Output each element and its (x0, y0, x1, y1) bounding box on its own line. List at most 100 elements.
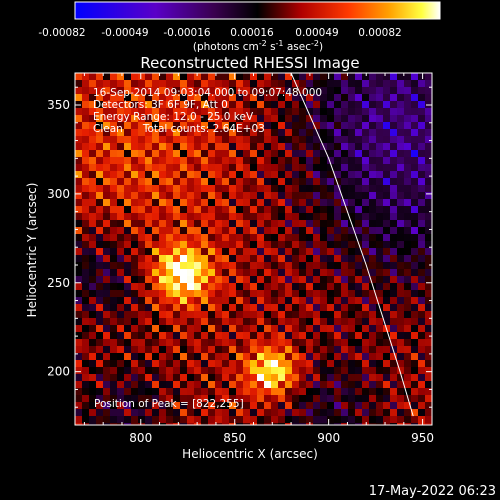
heatmap-cell (124, 318, 132, 326)
heatmap-cell (355, 409, 363, 417)
colorbar-tick-label: -0.00082 (38, 27, 85, 39)
x-axis-label: Heliocentric X (arcsec) (182, 447, 318, 461)
heatmap-cell (341, 262, 349, 270)
heatmap-cell (271, 325, 279, 333)
heatmap-cell (173, 269, 181, 277)
heatmap-cell (194, 227, 202, 235)
heatmap-cell (75, 220, 83, 228)
heatmap-cell (145, 381, 153, 389)
heatmap-cell (159, 164, 167, 172)
heatmap-cell (110, 311, 118, 319)
heatmap-cell (75, 381, 83, 389)
heatmap-cell (103, 220, 111, 228)
heatmap-cell (320, 227, 328, 235)
heatmap-cell (397, 80, 405, 88)
heatmap-cell (418, 164, 426, 172)
heatmap-cell (236, 353, 244, 361)
heatmap-cell (208, 297, 216, 305)
heatmap-cell (159, 199, 167, 207)
heatmap-cell (243, 416, 251, 424)
heatmap-cell (348, 269, 356, 277)
heatmap-cell (341, 248, 349, 256)
heatmap-cell (362, 94, 370, 102)
heatmap-cell (222, 171, 230, 179)
heatmap-cell (250, 304, 258, 312)
heatmap-cell (404, 374, 412, 382)
heatmap-cell (306, 402, 314, 410)
heatmap-cell (117, 318, 125, 326)
heatmap-cell (159, 409, 167, 417)
heatmap-cell (362, 206, 370, 214)
heatmap-cell (110, 269, 118, 277)
heatmap-cell (145, 129, 153, 137)
heatmap-cell (306, 227, 314, 235)
heatmap-cell (166, 269, 174, 277)
heatmap-cell (194, 206, 202, 214)
heatmap-cell (369, 325, 377, 333)
heatmap-cell (110, 402, 118, 410)
heatmap-cell (96, 227, 104, 235)
heatmap-cell (327, 157, 335, 165)
heatmap-cell (208, 339, 216, 347)
heatmap-cell (369, 227, 377, 235)
heatmap-cell (229, 332, 237, 340)
heatmap-cell (124, 122, 132, 130)
heatmap-cell (348, 297, 356, 305)
heatmap-cell (145, 423, 153, 425)
heatmap-cell (138, 94, 146, 102)
heatmap-cell (180, 381, 188, 389)
heatmap-cell (348, 367, 356, 375)
heatmap-cell (117, 269, 125, 277)
heatmap-cell (110, 353, 118, 361)
heatmap-cell (362, 262, 370, 270)
heatmap-cell (187, 73, 195, 81)
heatmap-cell (243, 269, 251, 277)
heatmap-cell (425, 276, 432, 284)
heatmap-cell (341, 290, 349, 298)
heatmap-cell (390, 101, 398, 109)
heatmap-cell (425, 199, 432, 207)
heatmap-cell (229, 122, 237, 130)
heatmap-cell (418, 374, 426, 382)
heatmap-cell (138, 248, 146, 256)
heatmap-cell (334, 171, 342, 179)
heatmap-cell (320, 241, 328, 249)
heatmap-cell (166, 353, 174, 361)
heatmap-cell (292, 122, 300, 130)
heatmap-cell (124, 185, 132, 193)
heatmap-cell (229, 353, 237, 361)
heatmap-cell (194, 157, 202, 165)
heatmap-cell (173, 395, 181, 403)
heatmap-cell (250, 332, 258, 340)
heatmap-cell (243, 178, 251, 186)
annotation-peak-position: Position of Peak = [822,255] (94, 398, 244, 410)
heatmap-cell (201, 101, 209, 109)
heatmap-cell (376, 136, 384, 144)
heatmap-cell (117, 311, 125, 319)
heatmap-cell (362, 346, 370, 354)
heatmap-cell (348, 213, 356, 221)
heatmap-cell (131, 206, 139, 214)
heatmap-cell (229, 241, 237, 249)
heatmap-cell (110, 129, 118, 137)
heatmap-cell (292, 185, 300, 193)
heatmap-cell (138, 220, 146, 228)
heatmap-cell (341, 332, 349, 340)
heatmap-cell (201, 164, 209, 172)
heatmap-cell (250, 388, 258, 396)
heatmap-cell (257, 171, 265, 179)
heatmap-cell (257, 150, 265, 158)
heatmap-cell (348, 409, 356, 417)
heatmap-cell (229, 290, 237, 298)
heatmap-cell (292, 192, 300, 200)
heatmap-cell (152, 374, 160, 382)
heatmap-cell (201, 297, 209, 305)
heatmap-cell (327, 94, 335, 102)
heatmap-cell (215, 122, 223, 130)
heatmap-cell (306, 94, 314, 102)
heatmap-cell (306, 255, 314, 263)
heatmap-cell (418, 87, 426, 95)
heatmap-cell (383, 129, 391, 137)
heatmap-cell (376, 150, 384, 158)
heatmap-cell (236, 311, 244, 319)
